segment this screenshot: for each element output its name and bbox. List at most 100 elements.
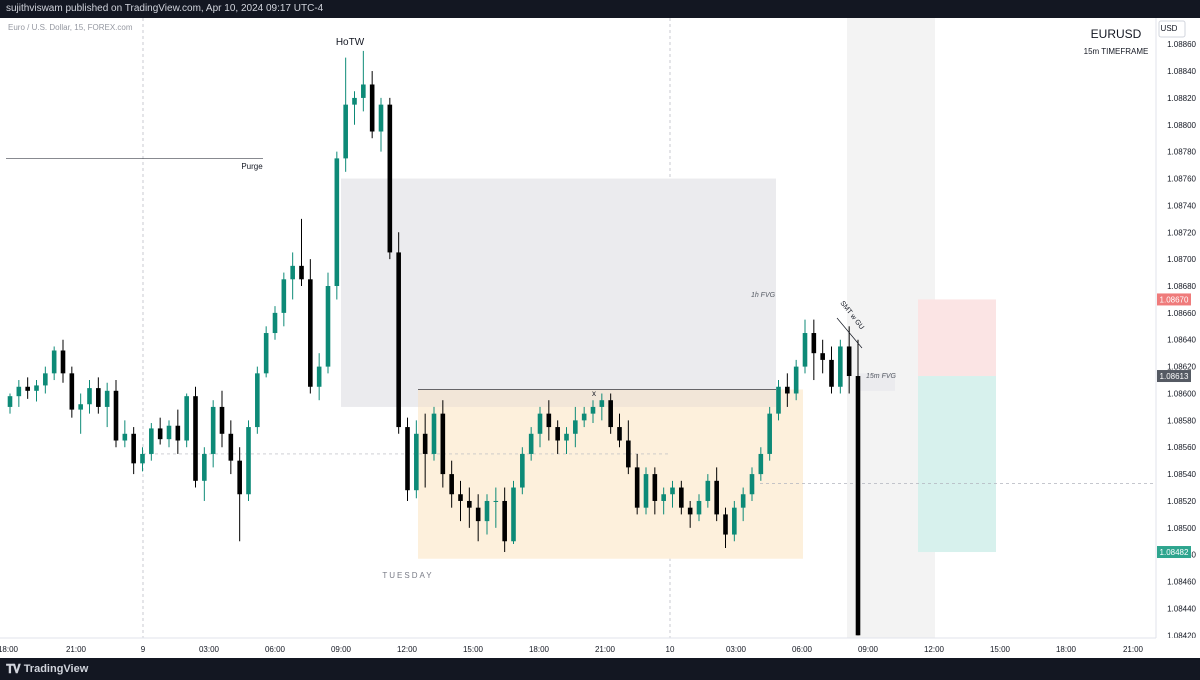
candle-body — [493, 500, 499, 502]
candle — [723, 507, 728, 548]
candle-body — [475, 507, 481, 522]
candle-body — [387, 104, 393, 253]
candle-body — [60, 350, 66, 374]
candle — [228, 420, 234, 475]
candle — [422, 413, 428, 488]
candle — [290, 252, 295, 300]
candle — [193, 386, 198, 488]
price-tick-label: 1.08720 — [1167, 228, 1196, 237]
candle — [820, 339, 825, 374]
candle-body — [299, 265, 304, 280]
chart-frame[interactable]: 1.08860 1.08840 1.08820 1.08800 1.08780 1.087… — [0, 18, 1200, 658]
candle — [855, 339, 861, 636]
brand-name: TradingView — [23, 663, 89, 675]
candle — [661, 487, 666, 515]
price-tick-label: 1.08460 — [1167, 578, 1196, 587]
price-tick-label: 1.08840 — [1167, 67, 1196, 76]
candle-body — [749, 474, 755, 495]
candle-body — [467, 500, 472, 508]
candle-body — [555, 427, 560, 441]
publisher-bar: sujithviswam published on TradingView.co… — [0, 0, 1200, 18]
candle — [334, 151, 340, 300]
candle — [246, 420, 251, 501]
candle-body — [634, 467, 640, 508]
candle — [573, 406, 578, 448]
candle — [113, 380, 119, 448]
timeframe-label: 15m TIMEFRAME — [1084, 47, 1149, 56]
time-axis[interactable]: 18:00 21:00 9 03:00 06:00 09:00 12:00 15:00 18:0… — [0, 637, 1200, 658]
candle — [210, 400, 216, 468]
candle-body — [758, 453, 764, 475]
candle-body — [166, 425, 172, 440]
time-tick-label: 9 — [141, 645, 146, 654]
annotation-fvg-15m: 15m FVG — [866, 373, 897, 380]
currency-label: USD — [1161, 24, 1178, 33]
candle — [484, 494, 490, 535]
candle-body — [325, 286, 331, 367]
price-tick-label: 1.08760 — [1167, 175, 1196, 184]
overlap-zone — [418, 389, 776, 407]
candle-body — [69, 373, 75, 410]
candle-body — [51, 350, 57, 374]
candle-body — [414, 433, 419, 491]
candle-body — [802, 333, 808, 367]
zones-layer — [6, 158, 1156, 559]
candle-body — [16, 386, 22, 397]
time-axis-bg — [0, 638, 1200, 658]
candle — [25, 377, 30, 399]
candle — [316, 353, 322, 401]
candle-body — [776, 386, 781, 414]
time-tick-label: 21:00 — [595, 645, 616, 654]
time-tick-label: 15:00 — [463, 645, 484, 654]
candle-body — [281, 279, 287, 313]
candle — [122, 420, 128, 448]
candle — [634, 453, 640, 515]
candle-body — [334, 158, 340, 287]
time-tick-label: 09:00 — [331, 645, 352, 654]
candle — [696, 494, 702, 522]
price-tick-label: 1.08500 — [1167, 524, 1196, 533]
tradingview-brand[interactable]: 𝐓𝐕 TradingView — [6, 658, 88, 680]
candle-body — [343, 104, 348, 159]
candle-body — [670, 487, 675, 495]
candle — [184, 393, 189, 448]
candle — [87, 380, 92, 414]
candlestick-chart[interactable]: 1.08860 1.08840 1.08820 1.08800 1.08780 1.087… — [0, 18, 1200, 658]
candle-body — [520, 453, 525, 488]
candle — [308, 259, 313, 394]
price-tick-label: 1.08440 — [1167, 604, 1196, 613]
candle-body — [210, 406, 216, 454]
annotation-fvg-1h: 1h FVG — [751, 292, 776, 299]
price-tick-label: 1.08620 — [1167, 363, 1196, 372]
price-tick-label: 1.08580 — [1167, 416, 1196, 425]
time-tick-label: 18:00 — [1056, 645, 1077, 654]
candle — [449, 460, 454, 508]
tradingview-logo-icon: 𝐓𝐕 — [6, 662, 21, 676]
candle-body — [484, 500, 490, 522]
candle — [537, 406, 543, 448]
annotation-marker: x — [592, 389, 596, 398]
candle — [590, 400, 596, 424]
candle — [555, 420, 560, 454]
candle-body — [131, 433, 136, 464]
candle — [325, 272, 331, 374]
candle — [475, 494, 481, 542]
candle-body — [157, 428, 163, 440]
candle-body — [528, 433, 534, 454]
candle — [564, 427, 569, 454]
candle-body — [537, 413, 543, 434]
candle — [838, 339, 843, 394]
candle-body — [449, 474, 454, 495]
candle — [758, 447, 764, 481]
price-tick-label: 1.08800 — [1167, 121, 1196, 130]
candle-body — [228, 433, 234, 461]
candle-body — [175, 425, 181, 441]
candle — [458, 480, 463, 522]
price-axis[interactable]: 1.08860 1.08840 1.08820 1.08800 1.08780 1.087… — [1155, 18, 1200, 658]
stop-loss-zone — [918, 299, 996, 377]
time-tick-label: 21:00 — [66, 645, 87, 654]
candle — [299, 218, 304, 287]
candle — [414, 420, 419, 499]
candle — [599, 393, 605, 421]
price-tick-label: 1.08860 — [1167, 40, 1196, 49]
